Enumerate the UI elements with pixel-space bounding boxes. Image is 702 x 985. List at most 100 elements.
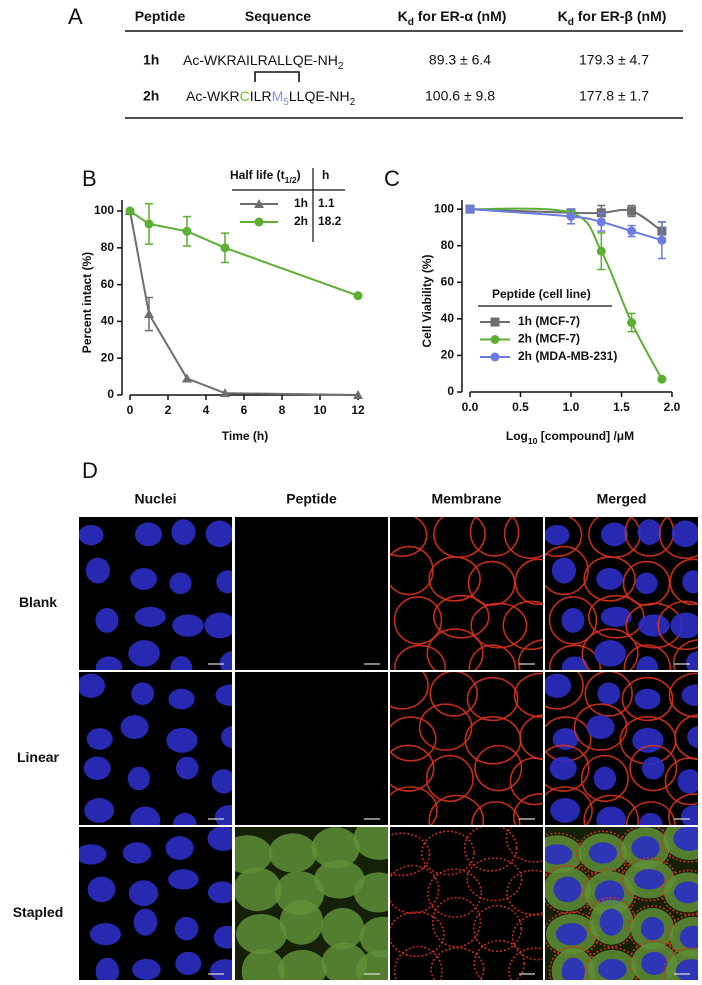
cell-membrane <box>584 672 633 717</box>
text-part: Peptide (cell line) <box>492 287 591 301</box>
nucleus <box>677 769 698 794</box>
nucleus <box>687 725 698 749</box>
cell-membrane <box>545 744 590 792</box>
cell-membrane <box>545 672 584 710</box>
marker <box>566 211 576 221</box>
x-tick-label: 1.5 <box>613 400 630 414</box>
text-part: Half life (t <box>230 168 285 182</box>
column-header: Kd for ER-α (nM) <box>398 8 507 28</box>
nucleus <box>545 673 572 698</box>
cell-membrane <box>463 827 518 872</box>
nucleus <box>95 656 123 670</box>
x-tick-label: 2 <box>165 403 172 417</box>
cell-membrane <box>549 644 601 670</box>
text-part: 10 <box>528 436 538 446</box>
marker <box>657 374 667 384</box>
legend-unit: h <box>322 168 329 182</box>
nucleus <box>204 612 232 639</box>
nucleus <box>134 606 166 627</box>
cell-membrane <box>663 947 698 980</box>
marker <box>144 309 154 319</box>
cell-membrane <box>505 827 543 863</box>
cell-membrane <box>657 600 698 651</box>
kd-value: 177.8 ± 1.7 <box>579 88 649 104</box>
nucleus <box>132 958 161 980</box>
legend-title: Peptide (cell line) <box>492 287 591 301</box>
cell-membrane <box>621 676 674 722</box>
nucleus <box>130 568 158 590</box>
cell-cytoplasm <box>321 942 368 980</box>
cell-membrane <box>418 703 473 751</box>
nucleus <box>175 951 202 976</box>
cell-membrane <box>548 596 598 645</box>
cell-membrane <box>466 676 519 722</box>
nucleus <box>594 880 625 907</box>
micrograph <box>235 827 388 980</box>
x-axis-label: Log10 [compound] /μM <box>506 429 634 446</box>
nucleus <box>128 880 159 907</box>
nucleus <box>634 688 661 710</box>
cell-membrane <box>660 827 698 863</box>
nucleus <box>681 684 698 707</box>
cell-membrane <box>519 714 543 761</box>
column-header: Sequence <box>245 8 311 24</box>
text-part: d <box>568 17 574 28</box>
micrograph <box>79 672 232 825</box>
cell-membrane <box>581 628 639 670</box>
nucleus <box>172 812 197 825</box>
text-part: M <box>272 88 284 104</box>
marker <box>182 373 192 383</box>
nucleus <box>597 682 621 705</box>
cell-cytoplasm <box>235 913 287 955</box>
cell-cytoplasm <box>235 835 273 874</box>
text-part: for ER-β (nM) <box>574 8 667 24</box>
column-header: Merged <box>597 491 647 507</box>
nucleus <box>549 756 577 781</box>
half-life: 1.1 <box>318 196 335 210</box>
nucleus <box>133 908 158 936</box>
nucleus <box>128 640 160 667</box>
x-tick-label: 0.0 <box>462 400 479 414</box>
legend-label: 2h (MDA-MB-231) <box>518 349 617 363</box>
nucleus <box>205 520 232 548</box>
text-part: K <box>398 8 408 24</box>
cell-membrane <box>583 794 640 825</box>
nucleus <box>600 522 629 547</box>
cell-membrane <box>468 644 517 670</box>
nucleus <box>209 959 232 980</box>
column-header: Peptide <box>286 491 337 507</box>
nucleus <box>552 728 579 750</box>
marker <box>353 291 363 301</box>
nucleus <box>545 524 570 546</box>
text-part: K <box>558 8 568 24</box>
y-axis-label: Cell Viability (%) <box>420 254 434 347</box>
y-tick-label: 20 <box>441 348 455 362</box>
y-tick-label: 60 <box>441 274 455 288</box>
cell-cytoplasm <box>353 872 388 913</box>
x-tick-label: 0.5 <box>512 400 529 414</box>
micrograph <box>390 517 543 670</box>
cell-membrane <box>430 947 485 980</box>
cell-membrane <box>545 517 583 558</box>
y-tick-label: 40 <box>101 314 115 328</box>
cell-membrane <box>390 545 434 596</box>
cell-membrane <box>502 600 543 651</box>
cell-cytoplasm <box>268 833 318 873</box>
cell-membrane <box>661 869 698 916</box>
marker <box>220 388 230 398</box>
micrograph <box>390 827 543 980</box>
text-part: Sequence <box>245 8 311 24</box>
kd-value: 179.3 ± 4.7 <box>579 52 649 68</box>
nucleus <box>166 727 198 753</box>
cell-membrane <box>668 793 698 825</box>
micrograph <box>79 517 232 670</box>
text-part: LLQE-NH <box>289 88 350 104</box>
text-part: 5 <box>283 97 289 108</box>
nucleus <box>130 806 161 825</box>
cell-membrane <box>394 644 446 670</box>
micrograph <box>390 672 543 825</box>
nucleus <box>170 656 193 670</box>
legend-title: Half life (t1/2) <box>230 168 301 185</box>
cell-membrane <box>517 639 543 670</box>
